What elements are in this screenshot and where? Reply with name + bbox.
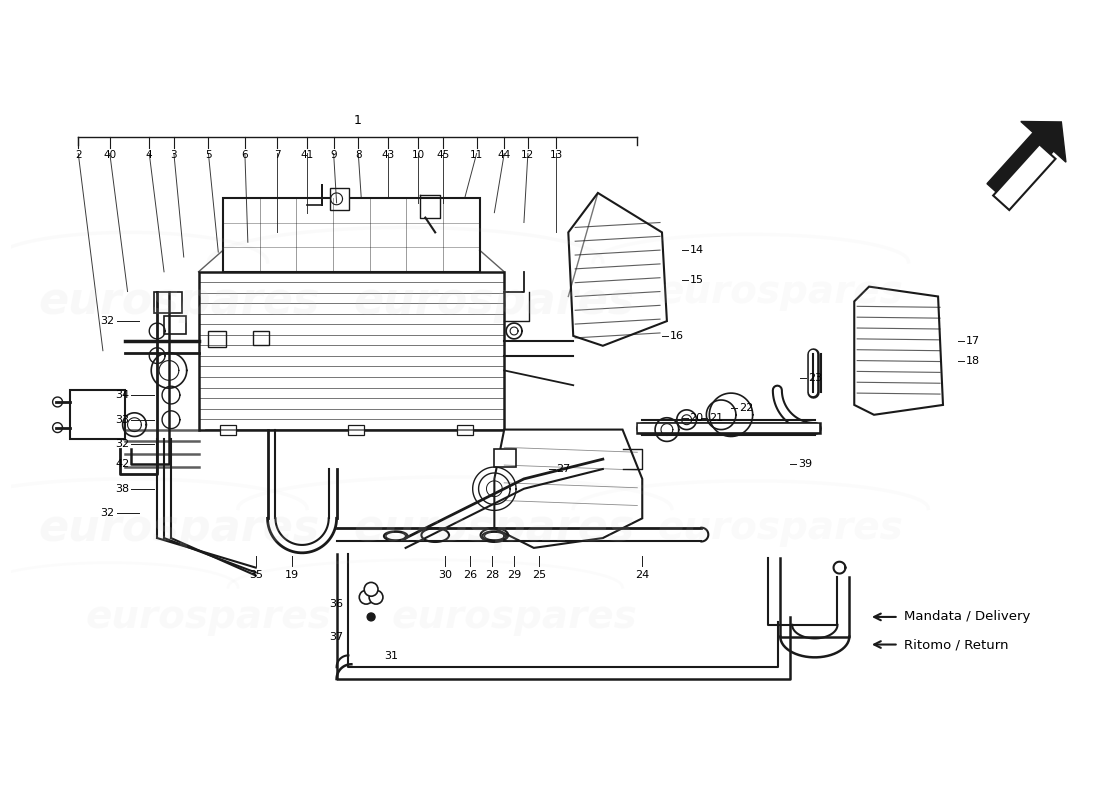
Text: eurospares: eurospares (354, 506, 635, 550)
Text: eurospares: eurospares (39, 506, 319, 550)
Text: 8: 8 (355, 150, 362, 159)
Circle shape (360, 590, 373, 604)
Text: 18: 18 (966, 355, 980, 366)
Polygon shape (993, 144, 1056, 210)
Text: 40: 40 (103, 150, 117, 159)
Text: 13: 13 (550, 150, 563, 159)
Text: 20: 20 (690, 413, 704, 422)
Text: 32: 32 (100, 316, 114, 326)
Bar (456, 425, 473, 434)
Polygon shape (987, 133, 1054, 202)
Text: 5: 5 (205, 150, 211, 159)
Text: 12: 12 (521, 150, 535, 159)
Text: 6: 6 (242, 150, 249, 159)
Polygon shape (855, 286, 943, 414)
Polygon shape (1021, 122, 1066, 162)
Text: 21: 21 (710, 413, 724, 422)
Text: Mandata / Delivery: Mandata / Delivery (903, 610, 1030, 623)
Text: Ritomo / Return: Ritomo / Return (903, 638, 1008, 651)
Text: 32: 32 (116, 439, 130, 450)
Text: 9: 9 (330, 150, 337, 159)
Text: 38: 38 (116, 484, 130, 494)
Text: 34: 34 (116, 390, 130, 400)
Text: 42: 42 (116, 459, 130, 469)
Circle shape (367, 613, 375, 621)
Text: 22: 22 (739, 403, 754, 413)
Text: 39: 39 (799, 459, 812, 469)
Bar (70, 390, 124, 439)
Text: 31: 31 (384, 651, 398, 662)
Text: 44: 44 (497, 150, 510, 159)
Text: eurospares: eurospares (392, 598, 637, 636)
Text: 3: 3 (170, 150, 177, 159)
Text: 28: 28 (485, 570, 499, 579)
Circle shape (370, 590, 383, 604)
Bar (154, 291, 182, 314)
Text: 17: 17 (966, 336, 980, 346)
Text: 25: 25 (531, 570, 546, 579)
Text: 14: 14 (690, 245, 704, 255)
Polygon shape (494, 430, 642, 548)
Bar (223, 198, 480, 272)
Text: 4: 4 (146, 150, 153, 159)
Text: eurospares: eurospares (354, 280, 635, 323)
Text: eurospares: eurospares (658, 273, 903, 310)
Text: eurospares: eurospares (39, 280, 319, 323)
Text: 37: 37 (330, 632, 343, 642)
Polygon shape (569, 193, 667, 346)
Text: 35: 35 (249, 570, 263, 579)
Text: 24: 24 (635, 570, 649, 579)
Text: 27: 27 (557, 464, 571, 474)
Text: 7: 7 (274, 150, 280, 159)
Text: 33: 33 (116, 414, 130, 425)
Bar (253, 331, 268, 345)
Bar (494, 450, 516, 467)
Text: 10: 10 (411, 150, 425, 159)
Text: 26: 26 (463, 570, 476, 579)
Bar (349, 425, 364, 434)
Text: 15: 15 (690, 274, 704, 285)
Text: eurospares: eurospares (86, 598, 331, 636)
Text: 32: 32 (100, 508, 114, 518)
Text: eurospares: eurospares (658, 509, 903, 547)
Text: 36: 36 (330, 599, 343, 609)
Text: 11: 11 (470, 150, 483, 159)
Text: 2: 2 (75, 150, 81, 159)
Text: 30: 30 (438, 570, 452, 579)
Text: 16: 16 (670, 331, 684, 341)
Text: 1: 1 (354, 114, 362, 127)
Bar (330, 188, 350, 210)
Text: 29: 29 (507, 570, 521, 579)
Text: 43: 43 (382, 150, 395, 159)
Text: 45: 45 (437, 150, 450, 159)
Bar (208, 331, 227, 346)
Text: 41: 41 (300, 150, 313, 159)
Circle shape (364, 582, 378, 596)
Text: 23: 23 (807, 374, 822, 383)
Bar (164, 316, 186, 334)
Text: 19: 19 (285, 570, 299, 579)
Bar (198, 272, 504, 430)
Bar (220, 425, 236, 434)
